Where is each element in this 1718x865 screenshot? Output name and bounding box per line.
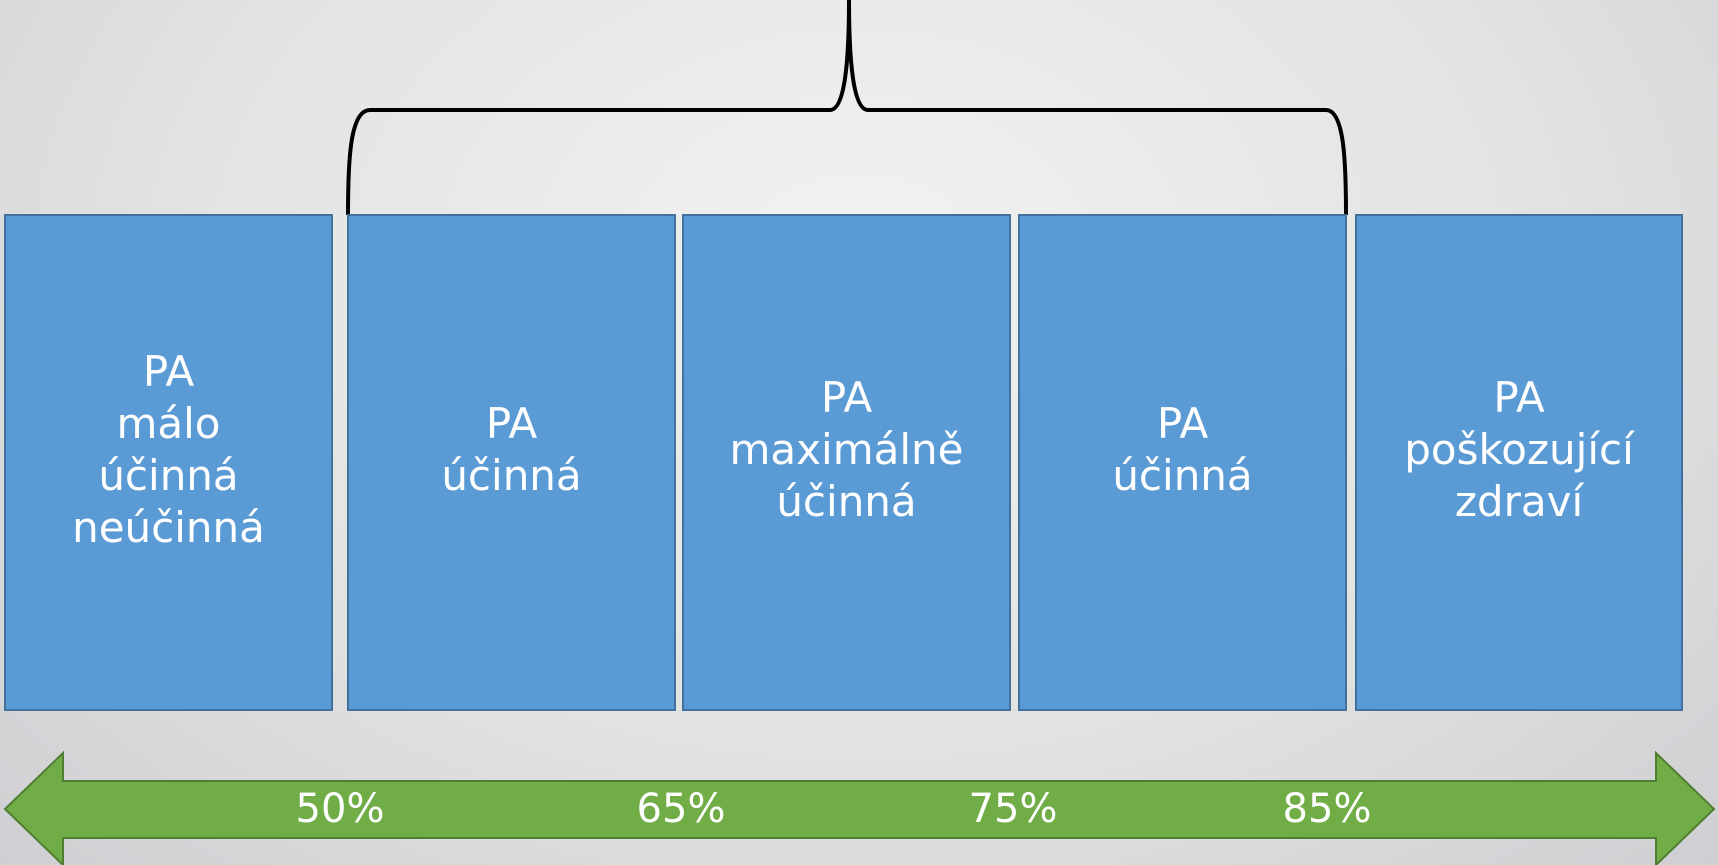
box-label: neúčinná: [72, 503, 265, 552]
box-label: PA: [821, 373, 873, 422]
box-label: účinná: [441, 451, 581, 500]
box: [347, 214, 676, 711]
box-label: málo: [116, 399, 220, 448]
box-label: PA: [1493, 373, 1545, 422]
box-label: účinná: [1112, 451, 1252, 500]
box: [1355, 214, 1683, 711]
box-label: zdraví: [1455, 477, 1585, 526]
scale-label: 65%: [637, 786, 726, 832]
scale-label: 50%: [296, 786, 385, 832]
scale-label: 85%: [1283, 786, 1372, 832]
box-label: PA: [1157, 399, 1209, 448]
box-label: maximálně: [730, 425, 964, 474]
scale-arrow: [3, 750, 1716, 865]
box: [4, 214, 333, 711]
box-label: účinná: [776, 477, 916, 526]
scale-label: 75%: [969, 786, 1058, 832]
brace: [346, 0, 1348, 216]
box-label: PA: [143, 347, 195, 396]
box-label: účinná: [98, 451, 238, 500]
box: [1018, 214, 1347, 711]
box-label: poškozující: [1404, 425, 1635, 474]
box-label: PA: [486, 399, 538, 448]
box: [682, 214, 1011, 711]
